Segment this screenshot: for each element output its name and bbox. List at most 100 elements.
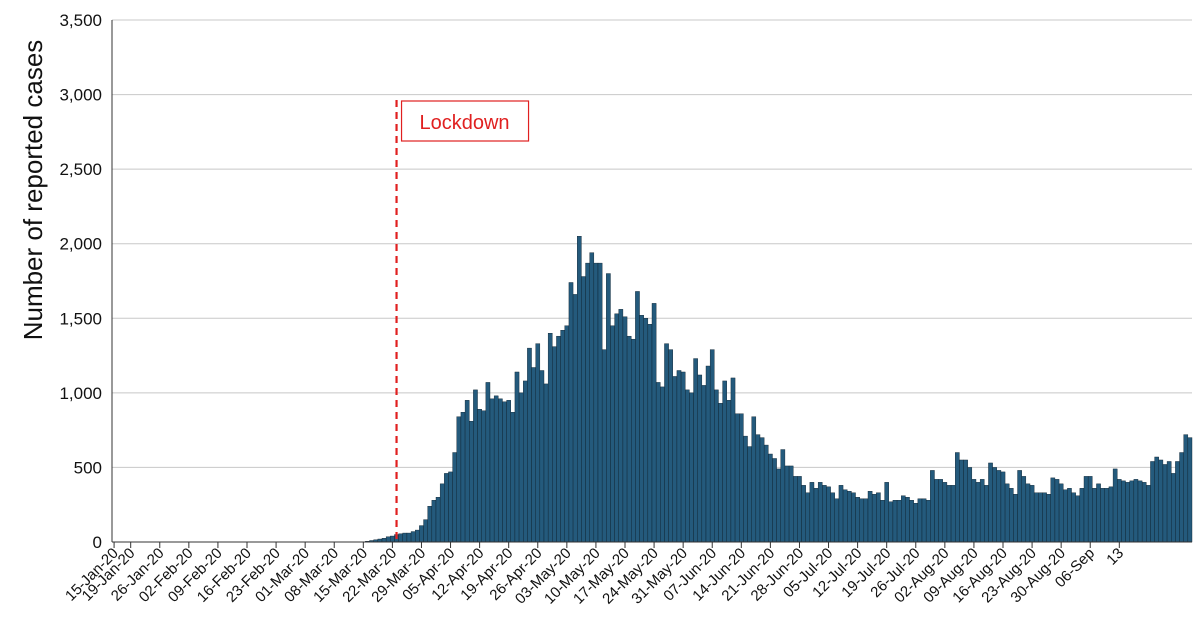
bar [626, 335, 632, 543]
bar [1058, 483, 1064, 543]
y-tick-label: 3,000 [59, 86, 102, 105]
y-tick-label: 1,000 [59, 384, 102, 403]
bar [722, 380, 727, 543]
bar [909, 500, 914, 543]
bar [1021, 476, 1027, 543]
bar [830, 492, 835, 543]
bar [1104, 488, 1110, 543]
bar [585, 262, 590, 543]
bar [568, 282, 574, 543]
bar [1121, 480, 1126, 543]
bar [452, 452, 457, 543]
bar [784, 465, 790, 543]
bar [435, 497, 441, 543]
bar [1009, 488, 1014, 543]
bar [1029, 485, 1035, 543]
bar [884, 482, 889, 543]
bar [543, 383, 549, 543]
bar [1141, 482, 1147, 543]
bar [618, 309, 624, 543]
bar [473, 389, 478, 543]
bar [905, 497, 910, 543]
bar [780, 449, 786, 543]
bar [456, 416, 462, 543]
bar [1079, 488, 1085, 543]
bar [593, 262, 599, 543]
bar [955, 452, 960, 543]
bars [365, 236, 1193, 543]
y-tick-label: 0 [93, 533, 102, 552]
bar [1033, 492, 1039, 543]
bar [1042, 492, 1047, 543]
bar [751, 416, 757, 543]
bar [763, 444, 769, 543]
bar [572, 294, 578, 543]
bar [759, 437, 765, 543]
bar [1054, 479, 1060, 543]
bar [705, 365, 711, 543]
y-tick-label: 3,500 [59, 11, 102, 30]
bar [1146, 485, 1151, 543]
bar [514, 371, 520, 543]
bar [1063, 489, 1068, 543]
bar [577, 236, 582, 543]
bar [406, 532, 412, 543]
bar [469, 420, 474, 543]
bar [614, 313, 619, 543]
bar [813, 488, 819, 543]
bar [668, 349, 673, 543]
bar [888, 501, 894, 543]
bar [743, 435, 748, 543]
bar [925, 500, 931, 543]
bar [1100, 488, 1105, 543]
bar [988, 462, 993, 543]
bar [876, 492, 881, 543]
bar [643, 318, 649, 543]
bar [481, 410, 487, 543]
bar [776, 468, 781, 543]
bar [444, 473, 449, 543]
bar [834, 498, 840, 543]
bar [601, 349, 607, 543]
bar [805, 492, 811, 543]
bar [402, 532, 408, 543]
bar [431, 500, 437, 543]
bar [427, 506, 433, 543]
bar [859, 498, 865, 543]
y-tick-label: 1,500 [59, 309, 102, 328]
bar [975, 482, 981, 543]
bar [809, 482, 815, 543]
bar [518, 392, 524, 543]
bar [855, 497, 860, 543]
bar [502, 401, 507, 543]
bar [863, 498, 869, 543]
bar [1187, 437, 1193, 543]
bar [564, 325, 570, 543]
bar [448, 471, 453, 543]
bar [498, 398, 503, 543]
bar [423, 519, 428, 543]
bar [581, 276, 586, 543]
bar [510, 412, 516, 543]
bar [531, 367, 536, 543]
bar [793, 476, 798, 543]
bar [527, 347, 532, 543]
bar [726, 400, 732, 543]
bar [992, 467, 997, 543]
bar [714, 389, 719, 543]
bar [464, 400, 470, 543]
bar [1071, 492, 1076, 543]
bar [963, 459, 968, 543]
bar [1096, 483, 1101, 543]
bar [1166, 461, 1172, 543]
bar [1067, 488, 1072, 543]
bar [921, 498, 927, 543]
bar [415, 529, 420, 543]
bar [938, 479, 943, 543]
bar [772, 458, 777, 543]
bar [390, 535, 395, 543]
bar [851, 492, 856, 543]
bar [693, 358, 698, 543]
bar [477, 409, 482, 543]
